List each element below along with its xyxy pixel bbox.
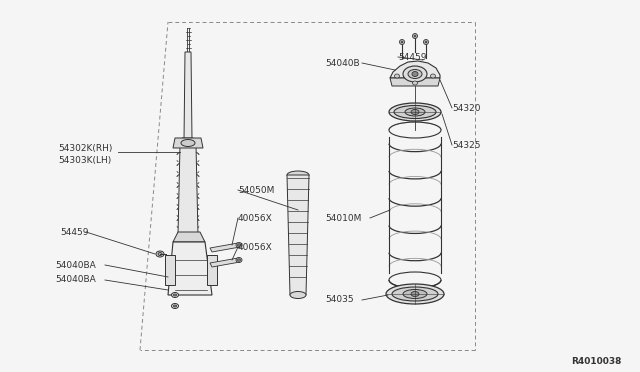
Text: 54035: 54035 (325, 295, 354, 305)
Polygon shape (168, 242, 212, 295)
Polygon shape (173, 138, 203, 148)
Text: 54459: 54459 (398, 52, 426, 61)
Ellipse shape (408, 70, 422, 78)
Ellipse shape (431, 74, 435, 78)
Ellipse shape (287, 171, 309, 179)
Ellipse shape (411, 109, 419, 115)
Text: 54040B: 54040B (325, 58, 360, 67)
Ellipse shape (412, 71, 418, 77)
Polygon shape (210, 243, 240, 252)
Ellipse shape (403, 66, 427, 82)
Text: 40056X: 40056X (238, 214, 273, 222)
Text: 54303K(LH): 54303K(LH) (58, 155, 111, 164)
Polygon shape (207, 255, 217, 285)
Ellipse shape (401, 41, 403, 43)
Ellipse shape (389, 103, 441, 121)
Ellipse shape (172, 304, 179, 308)
Polygon shape (210, 258, 240, 267)
Text: 54320: 54320 (452, 103, 481, 112)
Polygon shape (184, 52, 192, 140)
Ellipse shape (413, 81, 417, 85)
Polygon shape (390, 78, 440, 86)
Text: 54040BA: 54040BA (55, 260, 96, 269)
Ellipse shape (394, 106, 436, 119)
Polygon shape (287, 175, 309, 295)
Ellipse shape (181, 140, 195, 147)
Ellipse shape (173, 294, 177, 296)
Ellipse shape (237, 244, 241, 246)
Ellipse shape (424, 39, 429, 45)
Ellipse shape (392, 287, 438, 301)
Text: 54010M: 54010M (325, 214, 362, 222)
Ellipse shape (414, 35, 416, 37)
Ellipse shape (237, 259, 241, 261)
Ellipse shape (411, 292, 419, 296)
Text: 54040BA: 54040BA (55, 276, 96, 285)
Ellipse shape (156, 251, 164, 257)
Polygon shape (173, 232, 205, 242)
Ellipse shape (399, 39, 404, 45)
Text: R4010038: R4010038 (572, 357, 622, 366)
Text: 54325: 54325 (452, 141, 481, 150)
Polygon shape (178, 145, 198, 235)
Polygon shape (165, 255, 175, 285)
Ellipse shape (394, 74, 399, 78)
Ellipse shape (386, 284, 444, 304)
Polygon shape (390, 61, 440, 78)
Ellipse shape (173, 305, 177, 307)
Text: 54302K(RH): 54302K(RH) (58, 144, 113, 153)
Text: 40056X: 40056X (238, 243, 273, 251)
Text: 54459: 54459 (60, 228, 88, 237)
Ellipse shape (413, 33, 417, 38)
Ellipse shape (290, 292, 306, 298)
Ellipse shape (425, 41, 427, 43)
Ellipse shape (403, 289, 427, 298)
Polygon shape (180, 138, 196, 145)
Ellipse shape (405, 108, 425, 116)
Ellipse shape (172, 292, 179, 298)
Ellipse shape (158, 253, 162, 256)
Ellipse shape (236, 243, 242, 247)
Ellipse shape (236, 257, 242, 263)
Text: 54050M: 54050M (238, 186, 275, 195)
